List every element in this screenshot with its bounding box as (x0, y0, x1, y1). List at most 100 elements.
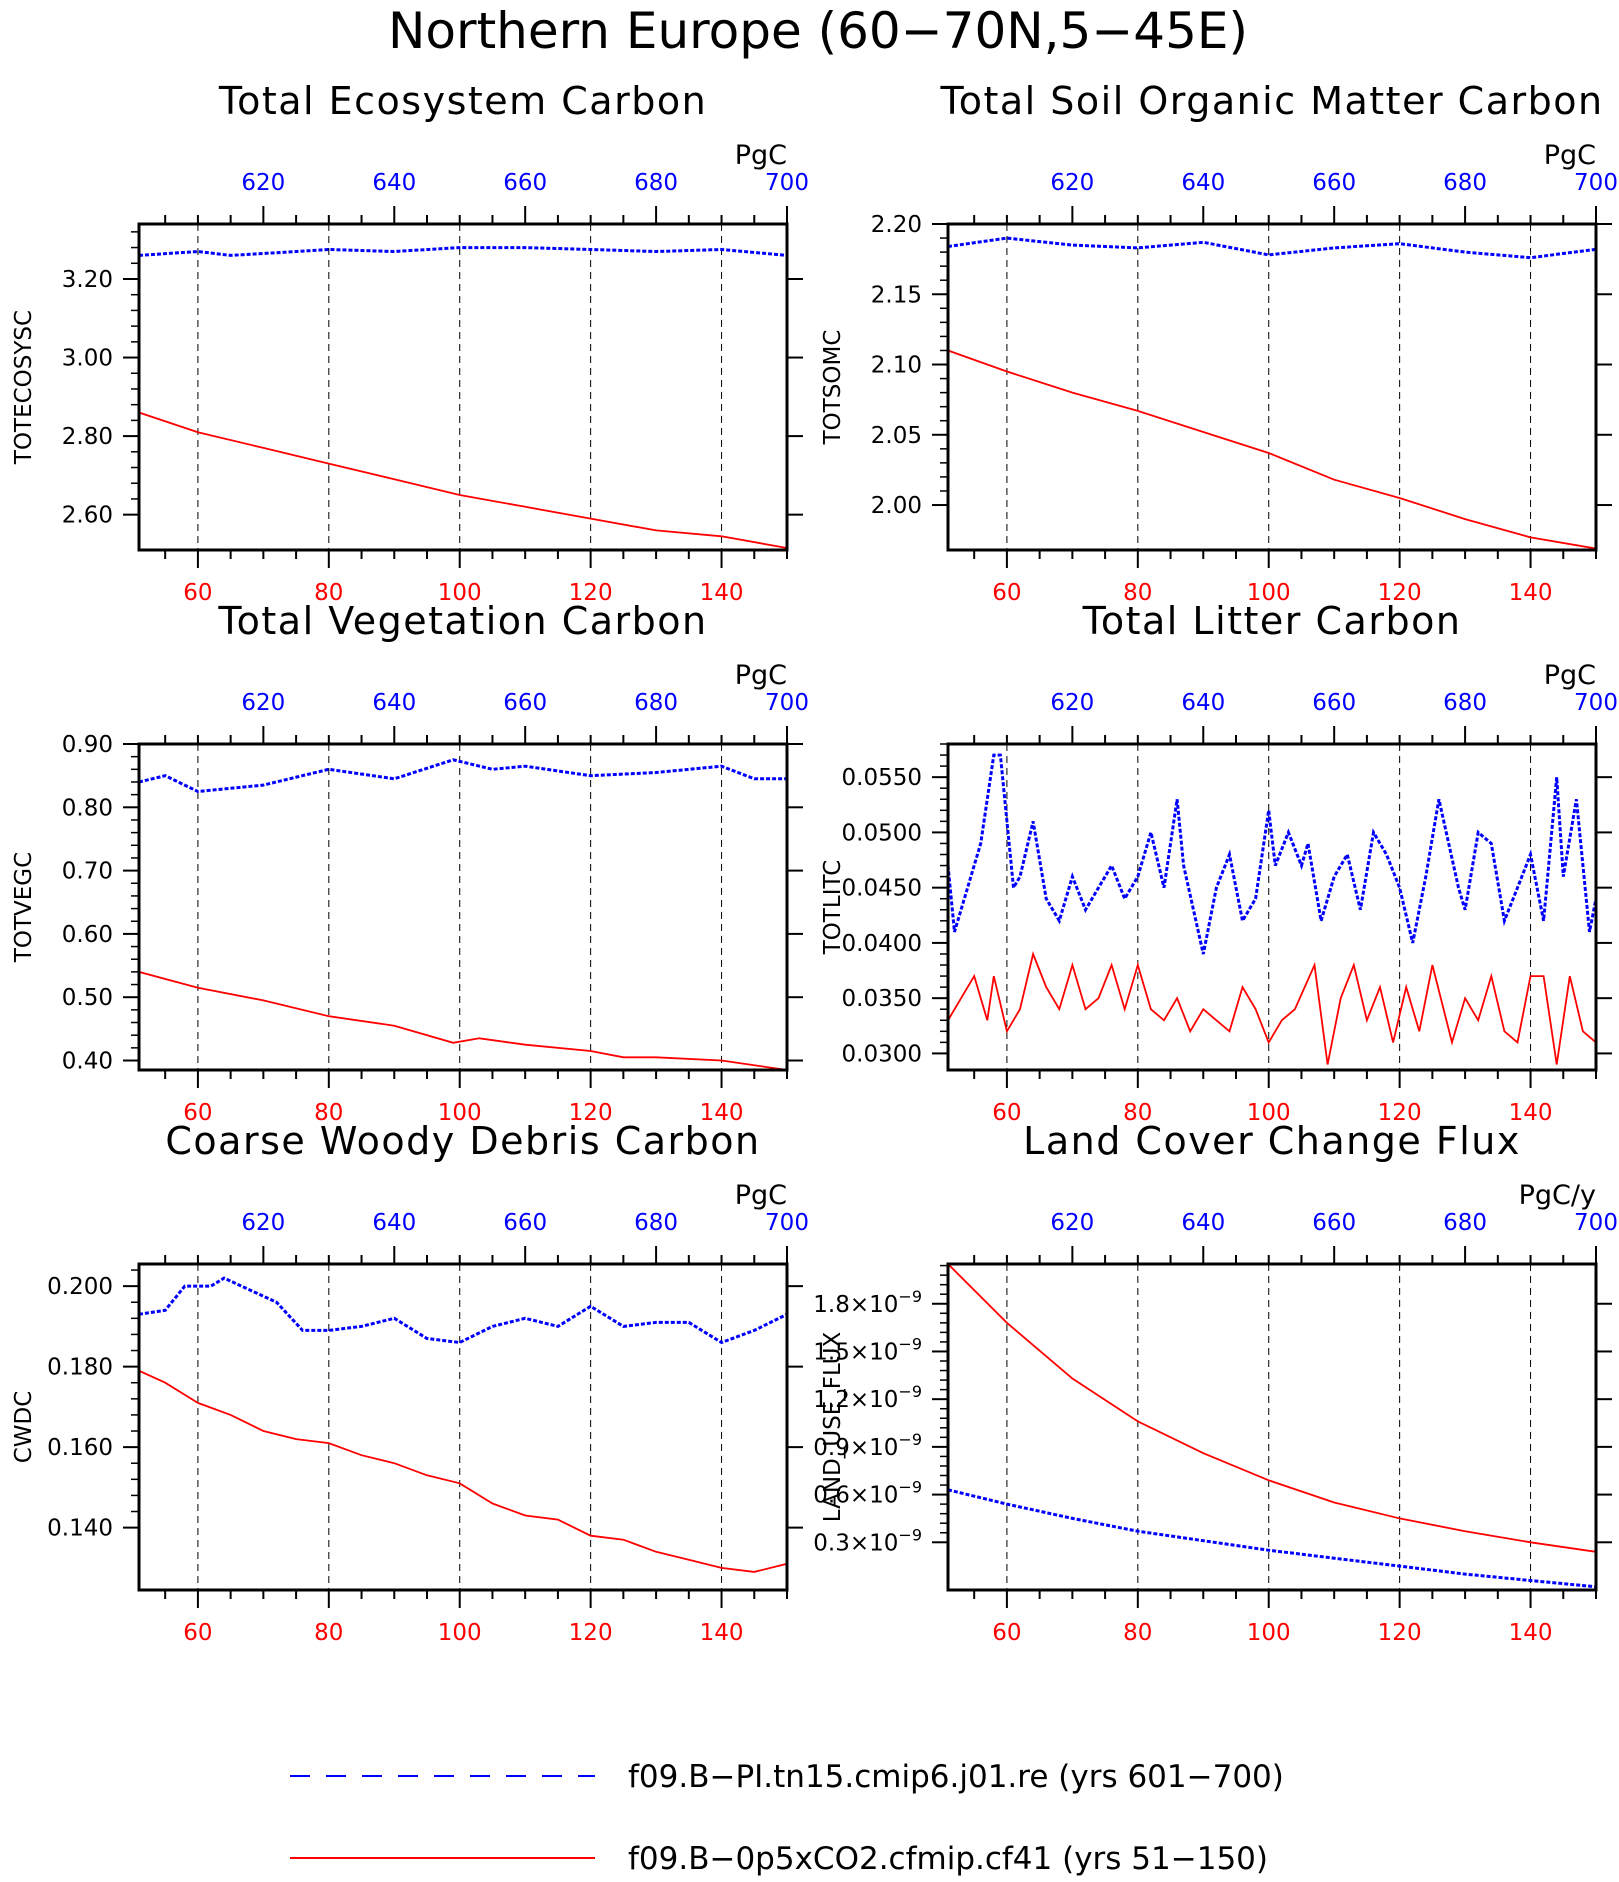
unit-label: PgC (735, 1180, 787, 1211)
panel-total-litter-carbon: Total Litter Carbon PgC 60 80 100 120 140 620 64… (820, 599, 1618, 1126)
y-tick-label: 0.70 (62, 859, 113, 885)
x-tick-label-bottom: 80 (314, 580, 343, 606)
x-tick-label-top: 680 (634, 690, 678, 716)
plot-frame (137, 742, 789, 1072)
legend-entry-blue: f09.B−PI.tn15.cmip6.j01.re (yrs 601−700) (290, 1759, 1284, 1795)
series-line-blue (948, 236, 1596, 260)
x-tick-label-bottom: 100 (1247, 1620, 1291, 1646)
x-tick-label-top: 700 (1574, 1210, 1618, 1236)
x-tick-label-top: 620 (1050, 1210, 1094, 1236)
y-tick-label: 0.180 (47, 1355, 113, 1381)
series-line-blue (948, 753, 1596, 955)
legend-label-red: f09.B−0p5xCO2.cfmip.cf41 (yrs 51−150) (628, 1841, 1268, 1877)
x-tick-label-bottom: 140 (700, 580, 744, 606)
x-tick-label-bottom: 140 (1509, 1620, 1553, 1646)
unit-label: PgC (1544, 660, 1596, 691)
series-line-red (139, 971, 787, 1070)
x-tick-label-top: 700 (1574, 170, 1618, 196)
y-tick-label: 0.0400 (842, 931, 922, 957)
x-tick-label-top: 660 (503, 690, 547, 716)
figure-title: Northern Europe (60−70N,5−45E) (388, 2, 1248, 60)
x-tick-label-bottom: 60 (992, 580, 1021, 606)
y-tick-label: 2.05 (871, 423, 922, 449)
x-tick-label-bottom: 120 (1378, 580, 1422, 606)
x-tick-label-top: 680 (634, 170, 678, 196)
x-tick-label-bottom: 140 (700, 1100, 744, 1126)
x-tick-label-bottom: 120 (569, 580, 613, 606)
series-line-blue (139, 246, 787, 257)
y-tick-label: 0.0500 (842, 820, 922, 846)
panel-title: Total Vegetation Carbon (217, 599, 707, 643)
series-line-red (139, 411, 787, 549)
series-line-blue (139, 758, 787, 794)
y-tick-label: 2.00 (871, 493, 922, 519)
x-tick-label-bottom: 60 (183, 580, 212, 606)
x-tick-label-top: 640 (372, 690, 416, 716)
x-tick-label-top: 700 (765, 690, 809, 716)
y-tick-label: 2.15 (871, 282, 922, 308)
panel-title: Land Cover Change Flux (1023, 1119, 1521, 1163)
plot-frame (946, 742, 1598, 1072)
x-tick-label-bottom: 100 (438, 580, 482, 606)
x-tick-label-top: 680 (1443, 1210, 1487, 1236)
x-tick-label-bottom: 100 (1247, 580, 1291, 606)
y-tick-label: 0.0350 (842, 986, 922, 1012)
y-axis-label: TOTVEGC (11, 852, 37, 963)
x-tick-label-bottom: 140 (700, 1620, 744, 1646)
x-tick-label-top: 620 (241, 690, 285, 716)
x-tick-label-top: 640 (1181, 1210, 1225, 1236)
y-tick-exponent: −9 (898, 1382, 922, 1401)
x-tick-label-bottom: 60 (992, 1620, 1021, 1646)
x-tick-label-top: 640 (1181, 170, 1225, 196)
y-tick-label: 1.8×10−9 (813, 1287, 922, 1318)
x-tick-label-top: 620 (1050, 170, 1094, 196)
panel-coarse-woody-debris-carbon: Coarse Woody Debris Carbon PgC 60 80 100 120 1… (11, 1119, 809, 1646)
y-tick-exponent: −9 (898, 1525, 922, 1544)
x-tick-label-bottom: 100 (438, 1100, 482, 1126)
x-tick-label-bottom: 60 (183, 1100, 212, 1126)
panel-title: Total Litter Carbon (1082, 599, 1462, 643)
plot-frame (137, 222, 789, 552)
legend: f09.B−PI.tn15.cmip6.j01.re (yrs 601−700)… (290, 1759, 1284, 1877)
y-tick-label: 0.0550 (842, 765, 922, 791)
x-tick-label-top: 680 (1443, 170, 1487, 196)
y-tick-exponent: −9 (898, 1478, 922, 1497)
y-tick-label: 0.90 (62, 732, 113, 758)
y-tick-label: 0.3×10−9 (813, 1525, 922, 1556)
y-tick-label: 0.140 (47, 1516, 113, 1542)
series-line-red (139, 1369, 787, 1573)
x-tick-label-top: 700 (765, 1210, 809, 1236)
x-tick-label-bottom: 60 (992, 1100, 1021, 1126)
x-tick-label-bottom: 120 (569, 1100, 613, 1126)
unit-label: PgC (735, 660, 787, 691)
y-tick-label: 2.20 (871, 212, 922, 238)
x-tick-label-top: 680 (634, 1210, 678, 1236)
panel-title: Total Soil Organic Matter Carbon (939, 79, 1603, 123)
y-tick-label: 0.50 (62, 985, 113, 1011)
x-tick-label-bottom: 120 (1378, 1100, 1422, 1126)
x-tick-label-bottom: 120 (569, 1620, 613, 1646)
series-line-red (948, 951, 1596, 1065)
x-tick-label-bottom: 80 (1123, 580, 1152, 606)
x-tick-label-top: 640 (1181, 690, 1225, 716)
y-tick-label: 0.60 (62, 922, 113, 948)
panel-total-ecosystem-carbon: Total Ecosystem Carbon PgC 60 80 100 120 140 62… (11, 79, 809, 606)
x-tick-label-top: 640 (372, 170, 416, 196)
panel-title: Coarse Woody Debris Carbon (165, 1119, 760, 1163)
series-line-blue (948, 1488, 1596, 1589)
x-tick-label-bottom: 100 (1247, 1100, 1291, 1126)
x-tick-label-bottom: 140 (1509, 1100, 1553, 1126)
y-axis-label: LAND_USE_FLUX (820, 1332, 846, 1523)
x-tick-label-top: 620 (241, 1210, 285, 1236)
x-tick-label-bottom: 100 (438, 1620, 482, 1646)
y-tick-exponent: −9 (898, 1334, 922, 1353)
x-tick-label-top: 680 (1443, 690, 1487, 716)
legend-entry-red: f09.B−0p5xCO2.cfmip.cf41 (yrs 51−150) (290, 1841, 1268, 1877)
x-tick-label-top: 660 (503, 1210, 547, 1236)
y-tick-label: 0.200 (47, 1274, 113, 1300)
y-axis-label: TOTECOSYSC (11, 310, 37, 465)
panel-title: Total Ecosystem Carbon (218, 79, 707, 123)
series-line-blue (139, 1276, 787, 1345)
y-tick-label: 1.2×10−9 (813, 1382, 922, 1413)
x-tick-label-top: 660 (1312, 170, 1356, 196)
